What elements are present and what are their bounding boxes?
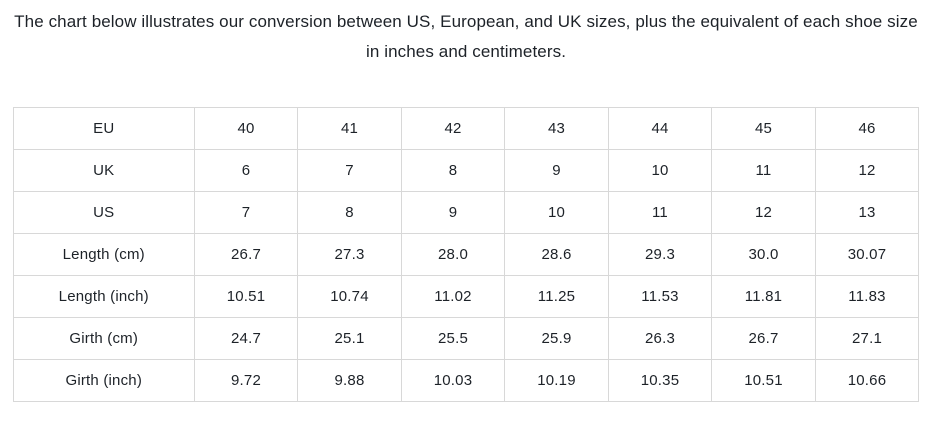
value-cell: 30.07 (814, 233, 920, 276)
value-cell: 28.6 (504, 233, 609, 276)
row-label-cell: Length (cm) (12, 233, 195, 276)
value-cell: 29.3 (607, 233, 713, 276)
value-cell: 8 (297, 191, 402, 234)
table-row-uk: UK 6 7 8 9 10 11 12 (12, 149, 920, 192)
value-cell: 10.19 (504, 359, 609, 402)
value-cell: 11 (607, 191, 713, 234)
page-heading: The chart below illustrates our conversi… (14, 12, 918, 61)
value-cell: 11.83 (814, 275, 920, 318)
value-cell: 7 (193, 191, 299, 234)
size-conversion-table: EU 40 41 42 43 44 45 46 UK 6 7 8 9 10 11… (12, 107, 920, 402)
value-cell: 41 (297, 107, 402, 150)
value-cell: 45 (711, 107, 816, 150)
value-cell: 6 (193, 149, 299, 192)
row-label-cell: Girth (cm) (12, 317, 195, 360)
value-cell: 10 (607, 149, 713, 192)
value-cell: 11.81 (711, 275, 816, 318)
value-cell: 26.7 (711, 317, 816, 360)
value-cell: 27.1 (814, 317, 920, 360)
value-cell: 25.5 (400, 317, 506, 360)
value-cell: 43 (504, 107, 609, 150)
value-cell: 11.53 (607, 275, 713, 318)
row-label-cell: EU (12, 107, 195, 150)
value-cell: 27.3 (297, 233, 402, 276)
value-cell: 12 (711, 191, 816, 234)
table-row-girth-cm: Girth (cm) 24.7 25.1 25.5 25.9 26.3 26.7… (12, 317, 920, 360)
value-cell: 25.9 (504, 317, 609, 360)
value-cell: 26.3 (607, 317, 713, 360)
value-cell: 40 (193, 107, 299, 150)
value-cell: 28.0 (400, 233, 506, 276)
value-cell: 26.7 (193, 233, 299, 276)
value-cell: 10 (504, 191, 609, 234)
table-row-eu: EU 40 41 42 43 44 45 46 (12, 107, 920, 150)
value-cell: 9 (504, 149, 609, 192)
value-cell: 13 (814, 191, 920, 234)
table-row-length-inch: Length (inch) 10.51 10.74 11.02 11.25 11… (12, 275, 920, 318)
value-cell: 11.25 (504, 275, 609, 318)
value-cell: 24.7 (193, 317, 299, 360)
value-cell: 10.51 (193, 275, 299, 318)
value-cell: 9 (400, 191, 506, 234)
table-row-us: US 7 8 9 10 11 12 13 (12, 191, 920, 234)
value-cell: 10.74 (297, 275, 402, 318)
row-label-cell: Girth (inch) (12, 359, 195, 402)
row-label-cell: US (12, 191, 195, 234)
value-cell: 10.51 (711, 359, 816, 402)
table-row-length-cm: Length (cm) 26.7 27.3 28.0 28.6 29.3 30.… (12, 233, 920, 276)
value-cell: 9.72 (193, 359, 299, 402)
value-cell: 42 (400, 107, 506, 150)
value-cell: 8 (400, 149, 506, 192)
value-cell: 11.02 (400, 275, 506, 318)
value-cell: 10.66 (814, 359, 920, 402)
value-cell: 11 (711, 149, 816, 192)
value-cell: 25.1 (297, 317, 402, 360)
value-cell: 30.0 (711, 233, 816, 276)
value-cell: 10.03 (400, 359, 506, 402)
value-cell: 9.88 (297, 359, 402, 402)
row-label-cell: Length (inch) (12, 275, 195, 318)
value-cell: 12 (814, 149, 920, 192)
value-cell: 7 (297, 149, 402, 192)
row-label-cell: UK (12, 149, 195, 192)
table-row-girth-inch: Girth (inch) 9.72 9.88 10.03 10.19 10.35… (12, 359, 920, 402)
value-cell: 46 (814, 107, 920, 150)
value-cell: 10.35 (607, 359, 713, 402)
value-cell: 44 (607, 107, 713, 150)
